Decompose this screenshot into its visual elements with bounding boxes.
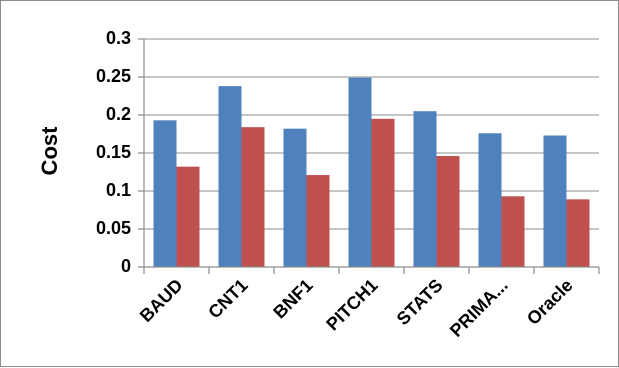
x-tick-label: Oracle — [523, 275, 577, 329]
x-tick-label: PITCH1 — [322, 275, 381, 334]
bar — [436, 156, 460, 267]
y-tick-label: 0 — [121, 256, 131, 276]
y-tick-label: 0.2 — [106, 104, 131, 124]
y-tick-label: 0.3 — [106, 28, 131, 48]
y-tick-label: 0.1 — [106, 180, 131, 200]
y-tick-labels: 0 0.05 0.1 0.15 0.2 0.25 0.3 — [96, 28, 144, 276]
bar — [218, 86, 242, 268]
bar — [306, 175, 330, 267]
bar — [241, 127, 265, 267]
y-axis-label: Cost — [37, 126, 62, 176]
x-tick-label: BNF1 — [269, 275, 316, 322]
y-tick-label: 0.25 — [96, 66, 131, 86]
bar — [348, 77, 372, 267]
bar — [501, 196, 525, 267]
bar — [283, 128, 307, 267]
bar — [566, 199, 590, 267]
bar — [413, 111, 437, 267]
x-tick-label: STATS — [393, 275, 447, 329]
x-tick-label: BAUD — [136, 275, 187, 326]
x-tick-labels: BAUD CNT1 BNF1 PITCH1 STATS PRIMA... Oracle — [136, 267, 600, 341]
bar — [543, 135, 567, 267]
bar — [153, 120, 177, 267]
bars — [153, 77, 590, 268]
x-tick-label: PRIMA... — [446, 275, 512, 341]
bar — [176, 166, 200, 267]
y-tick-label: 0.15 — [96, 142, 131, 162]
axes — [143, 39, 599, 268]
bar — [371, 118, 395, 267]
x-tick-label: CNT1 — [204, 275, 251, 322]
bar — [478, 133, 502, 267]
y-tick-label: 0.05 — [96, 218, 131, 238]
